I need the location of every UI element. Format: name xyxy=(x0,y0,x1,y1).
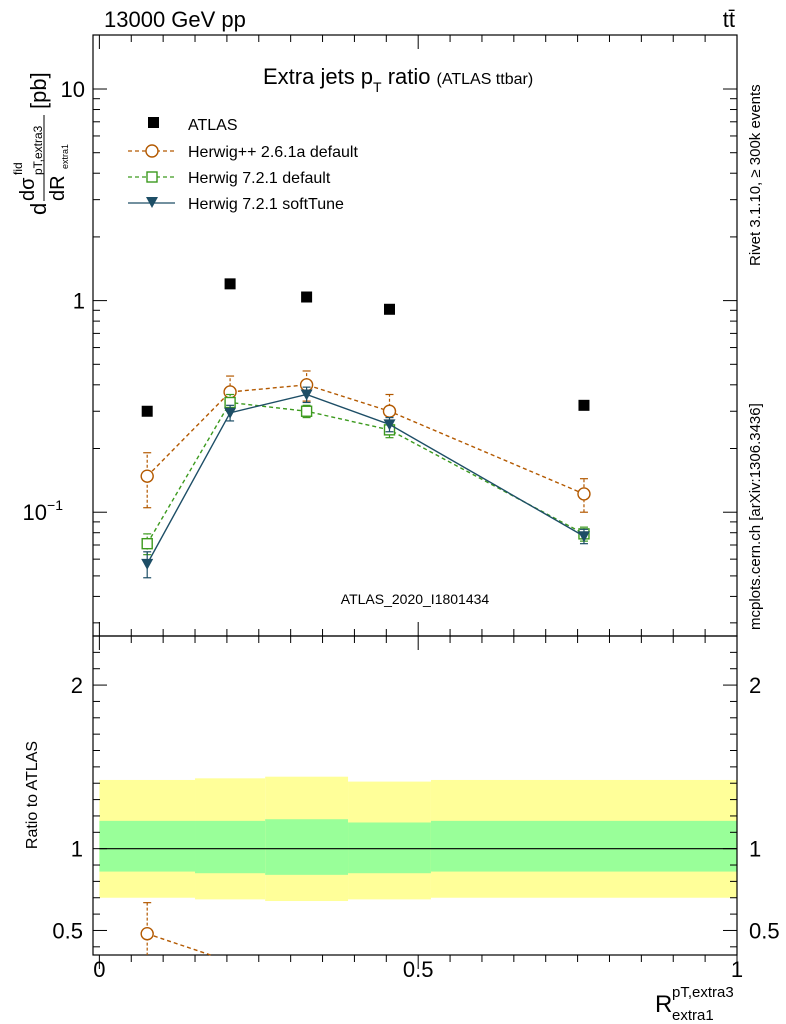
watermark: ATLAS_2020_I1801434 xyxy=(341,591,490,607)
xlabel-sup: pT,extra3 xyxy=(672,984,734,1001)
ratio-data-point xyxy=(140,927,154,941)
ratio-y-tick-label-left: 2 xyxy=(71,673,83,698)
ratio-y-tick-label-left: 1 xyxy=(71,837,83,862)
main-series xyxy=(140,278,591,579)
main-title: Extra jets pT ratio (ATLAS ttbar) xyxy=(263,64,533,95)
main-ylabel: d dσ fid pT,extra3 dR extra1 [pb] xyxy=(11,72,70,215)
data-point xyxy=(140,469,154,483)
xlabel-sub: extra1 xyxy=(672,1007,714,1024)
main-panel: Extra jets pT ratio (ATLAS ttbar) ATLAS_2… xyxy=(11,34,738,637)
series-line-2 xyxy=(146,401,585,545)
data-point xyxy=(577,487,591,501)
legend-label-atlas: ATLAS xyxy=(188,117,238,134)
ylabel-dr: dR xyxy=(47,175,69,201)
ylabel-sub: pT,extra3 xyxy=(31,125,45,175)
legend-marker-softtune xyxy=(146,197,158,208)
series-line-1 xyxy=(146,384,585,495)
title-sub: T xyxy=(373,79,382,95)
data-point xyxy=(383,303,395,315)
title-main: Extra jets p xyxy=(263,64,373,89)
x-tick-label: 0.5 xyxy=(403,957,434,982)
title-rest: ratio xyxy=(382,64,431,89)
legend-entry-herwigpp: Herwig++ 2.6.1a default xyxy=(128,144,358,161)
data-point xyxy=(300,405,313,417)
ratio-axis-ticks: 0 0.5 10.5 0.51 12 2 xyxy=(52,636,780,982)
uncertainty-band-inner xyxy=(348,822,431,874)
data-point xyxy=(224,407,237,419)
x-tick-label: 1 xyxy=(731,957,743,982)
uncertainty-band-inner xyxy=(99,820,196,872)
ratio-series xyxy=(140,902,211,956)
legend: ATLAS Herwig++ 2.6.1a default Herwig 7.2… xyxy=(128,117,358,213)
ylabel-d1: d xyxy=(26,203,51,215)
ratio-y-tick-label-right: 0.5 xyxy=(749,918,780,943)
xlabel-main: R xyxy=(655,991,672,1018)
process-label: tt̄ xyxy=(723,7,735,32)
y-tick-label-base: 10 xyxy=(23,500,47,525)
y-tick-label-exp: −1 xyxy=(47,497,63,513)
uncertainty-band-inner xyxy=(430,820,737,872)
legend-label-softtune: Herwig 7.2.1 softTune xyxy=(188,196,344,213)
ratio-series-line xyxy=(146,933,211,956)
data-point xyxy=(300,389,313,401)
data-point xyxy=(141,558,154,570)
data-point xyxy=(383,419,396,431)
ylabel-sup: fid xyxy=(11,162,25,175)
data-point xyxy=(141,405,153,417)
ratio-y-tick-label-left: 0.5 xyxy=(52,918,83,943)
y-tick-label: 1 xyxy=(73,289,85,314)
y-tick-label: 10−1 xyxy=(23,497,64,525)
data-point xyxy=(301,291,313,303)
ylabel-sub2: extra1 xyxy=(60,144,70,169)
legend-label-herwig721: Herwig 7.2.1 default xyxy=(188,170,331,187)
legend-entry-atlas: ATLAS xyxy=(148,117,238,134)
series-line-3 xyxy=(146,393,585,565)
legend-label-herwigpp: Herwig++ 2.6.1a default xyxy=(188,144,358,161)
ratio-bands xyxy=(99,776,737,902)
ylabel-sigma: dσ xyxy=(17,177,39,201)
y-tick-label: 10 xyxy=(61,77,85,102)
data-point xyxy=(578,399,590,411)
ratio-ylabel: Ratio to ATLAS xyxy=(24,741,41,849)
uncertainty-band-inner xyxy=(265,819,349,875)
data-point xyxy=(577,531,590,543)
ratio-y-tick-label-right: 1 xyxy=(749,837,761,862)
data-point xyxy=(224,278,236,290)
ratio-plot-frame xyxy=(92,635,738,956)
ratio-y-tick-label-right: 2 xyxy=(749,673,761,698)
legend-marker-herwig721 xyxy=(146,171,158,183)
ratio-xlabel: R pT,extra3 extra1 xyxy=(655,984,734,1024)
ylabel-unit: [pb] xyxy=(26,72,51,109)
title-note: (ATLAS ttbar) xyxy=(437,71,534,88)
data-point xyxy=(382,404,397,418)
rivet-label: Rivet 3.1.10, ≥ 300k events xyxy=(747,84,764,266)
legend-entry-softtune: Herwig 7.2.1 softTune xyxy=(128,196,344,213)
legend-entry-herwig721: Herwig 7.2.1 default xyxy=(128,170,331,187)
data-point xyxy=(141,537,153,550)
legend-marker-atlas xyxy=(148,117,159,128)
ratio-panel: 0 0.5 10.5 0.51 12 2 Ratio to ATLAS R pT,extr… xyxy=(24,635,780,1024)
mcplots-label: mcplots.cern.ch [arXiv:1306.3436] xyxy=(747,403,764,630)
legend-marker-herwigpp xyxy=(145,144,159,158)
uncertainty-band-inner xyxy=(195,820,266,874)
x-tick-label: 0 xyxy=(93,957,105,982)
energy-label: 13000 GeV pp xyxy=(104,7,246,32)
